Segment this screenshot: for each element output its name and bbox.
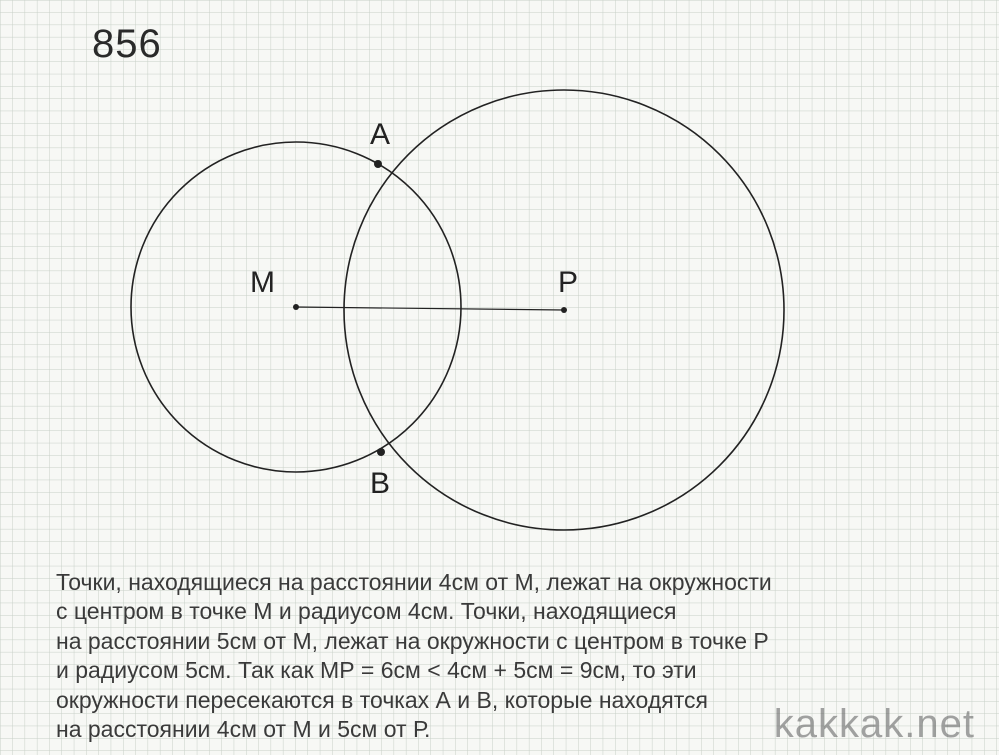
page-root: 856 A B M P Точки, находящиеся на рассто… (0, 0, 999, 755)
point-p-label: P (558, 266, 578, 300)
explanation-line: Точки, находящиеся на расстоянии 4см от … (56, 568, 966, 597)
explanation-line: с центром в точке М и радиусом 4см. Точк… (56, 597, 966, 626)
explanation-line: и радиусом 5см. Так как МР = 6см < 4см +… (56, 656, 966, 685)
content-layer: 856 A B M P Точки, находящиеся на рассто… (0, 0, 999, 755)
point-m-label: M (250, 266, 275, 300)
watermark: kakkak.net (774, 702, 975, 747)
explanation-line: на расстоянии 5см от М, лежат на окружно… (56, 627, 966, 656)
geometry-diagram (0, 0, 999, 560)
point-b-label: B (370, 467, 390, 501)
point-a-label: A (370, 118, 390, 152)
